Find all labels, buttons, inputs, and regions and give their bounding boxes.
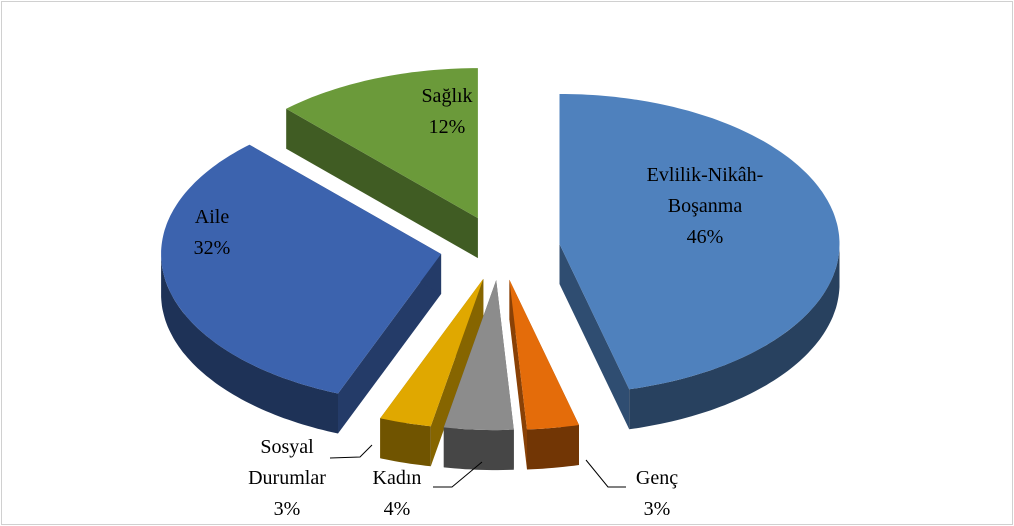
slice-top [286, 68, 478, 219]
data-label: Genç 3% [617, 463, 697, 525]
slice [443, 280, 514, 471]
slice [380, 278, 484, 467]
category-label: Aile [194, 206, 230, 228]
category-label: Sosyal Durumlar [248, 436, 326, 489]
slice [559, 94, 840, 430]
slice-side [629, 244, 840, 430]
data-label: Sağlık 12% [407, 81, 487, 143]
leader-line [433, 461, 483, 488]
category-label: Evlilik-Nikâh-Boşanma [646, 164, 764, 217]
slice-wall [509, 279, 527, 470]
slice-side [161, 254, 338, 434]
category-label: Genç [635, 467, 679, 489]
slice-wall [286, 108, 478, 259]
slice-top [161, 144, 442, 394]
value-label: 3% [643, 498, 671, 520]
slice-side [443, 427, 514, 471]
value-label: 4% [383, 498, 411, 520]
category-label: Sağlık [421, 85, 473, 107]
value-label: 12% [428, 116, 466, 138]
data-label: Kadın 4% [357, 463, 437, 525]
data-label: Aile 32% [172, 202, 252, 264]
slice-top [380, 278, 484, 427]
slice-side [527, 425, 579, 470]
slice-side [380, 418, 431, 467]
value-label: 3% [273, 498, 301, 520]
category-label: Kadın [372, 467, 422, 489]
leader-line [585, 459, 626, 488]
slice [286, 68, 478, 259]
leader-line [329, 444, 373, 459]
value-label: 32% [193, 237, 231, 259]
slice-wall [559, 244, 630, 430]
slice-top [509, 279, 579, 430]
slice [161, 144, 442, 434]
slice-wall [338, 254, 442, 434]
slice-top [443, 280, 514, 431]
slice-top [559, 94, 840, 390]
data-label: Sosyal Durumlar 3% [232, 432, 342, 525]
value-label: 46% [686, 226, 724, 248]
data-label: Evlilik-Nikâh-Boşanma 46% [630, 160, 780, 253]
slice [509, 279, 579, 470]
